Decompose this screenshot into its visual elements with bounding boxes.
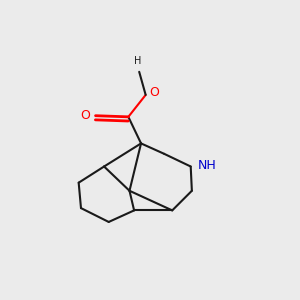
Text: H: H (134, 56, 142, 66)
Text: NH: NH (198, 159, 217, 172)
Text: O: O (149, 86, 159, 99)
Text: O: O (80, 109, 90, 122)
